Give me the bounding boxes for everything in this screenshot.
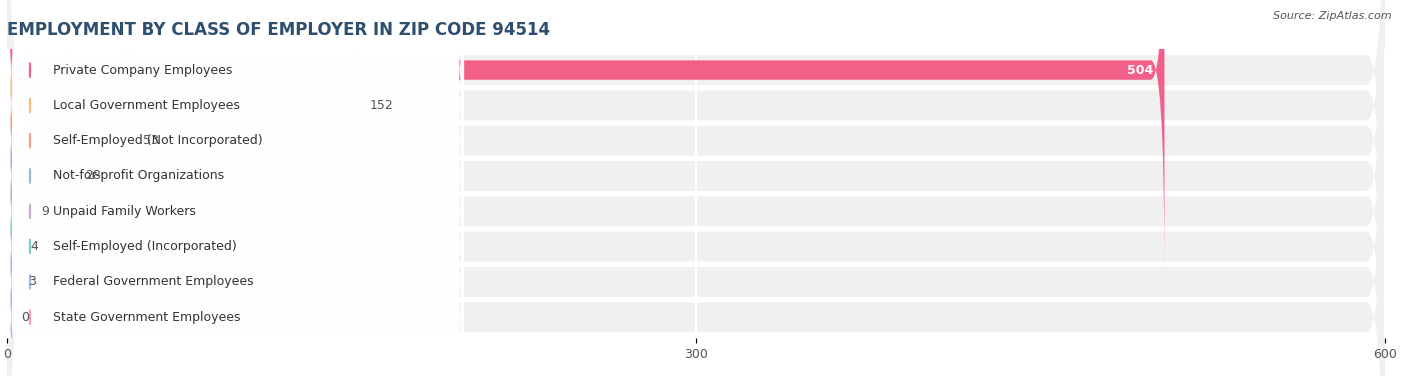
FancyBboxPatch shape (7, 0, 464, 273)
FancyBboxPatch shape (7, 0, 1385, 373)
FancyBboxPatch shape (7, 14, 1385, 376)
FancyBboxPatch shape (7, 44, 464, 376)
Text: State Government Employees: State Government Employees (53, 311, 240, 324)
Text: 504: 504 (1126, 64, 1153, 77)
FancyBboxPatch shape (7, 9, 28, 376)
FancyBboxPatch shape (7, 0, 356, 308)
Text: 53: 53 (142, 134, 159, 147)
Text: Local Government Employees: Local Government Employees (53, 99, 240, 112)
FancyBboxPatch shape (7, 0, 1385, 376)
FancyBboxPatch shape (7, 0, 72, 376)
FancyBboxPatch shape (7, 8, 464, 376)
FancyBboxPatch shape (7, 0, 464, 344)
FancyBboxPatch shape (7, 50, 1385, 376)
Text: 152: 152 (370, 99, 394, 112)
Text: Self-Employed (Incorporated): Self-Employed (Incorporated) (53, 240, 236, 253)
Text: 9: 9 (42, 205, 49, 218)
Text: EMPLOYMENT BY CLASS OF EMPLOYER IN ZIP CODE 94514: EMPLOYMENT BY CLASS OF EMPLOYER IN ZIP C… (7, 21, 550, 39)
Text: 3: 3 (28, 275, 35, 288)
Text: 0: 0 (21, 311, 28, 324)
FancyBboxPatch shape (7, 0, 464, 376)
FancyBboxPatch shape (7, 0, 1385, 376)
FancyBboxPatch shape (7, 0, 129, 343)
FancyBboxPatch shape (7, 0, 1385, 376)
FancyBboxPatch shape (7, 79, 464, 376)
FancyBboxPatch shape (0, 80, 21, 376)
Text: 28: 28 (86, 170, 101, 182)
Text: Not-for-profit Organizations: Not-for-profit Organizations (53, 170, 224, 182)
Text: Self-Employed (Not Incorporated): Self-Employed (Not Incorporated) (53, 134, 263, 147)
Text: Private Company Employees: Private Company Employees (53, 64, 232, 77)
Text: Source: ZipAtlas.com: Source: ZipAtlas.com (1274, 11, 1392, 21)
Text: 4: 4 (30, 240, 38, 253)
FancyBboxPatch shape (7, 114, 464, 376)
Text: Federal Government Employees: Federal Government Employees (53, 275, 253, 288)
FancyBboxPatch shape (7, 0, 464, 308)
FancyBboxPatch shape (7, 0, 1385, 376)
Text: Unpaid Family Workers: Unpaid Family Workers (53, 205, 195, 218)
FancyBboxPatch shape (7, 0, 1164, 272)
FancyBboxPatch shape (3, 44, 21, 376)
FancyBboxPatch shape (7, 0, 1385, 338)
